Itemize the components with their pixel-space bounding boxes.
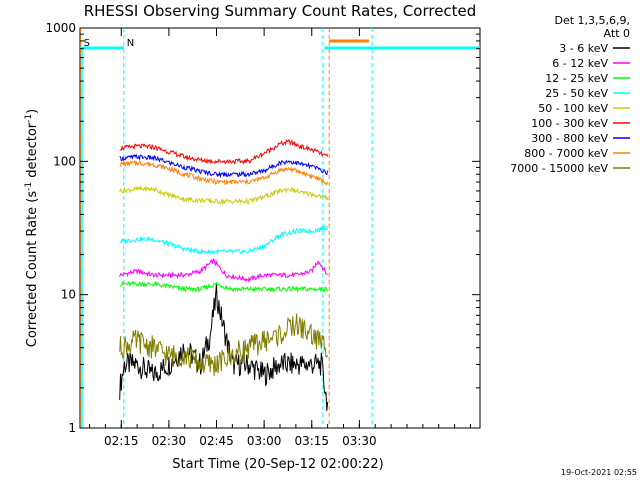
x-tick-label: 02:15	[104, 434, 139, 448]
chart-title: RHESSI Observing Summary Count Rates, Co…	[84, 2, 477, 20]
footer-timestamp: 19-Oct-2021 02:55	[561, 468, 637, 477]
x-tick-label: 03:15	[294, 434, 329, 448]
legend-header-line2: Att 0	[604, 27, 630, 40]
series-line	[119, 258, 328, 283]
x-tick-label: 02:45	[199, 434, 234, 448]
x-axis-label: Start Time (20-Sep-12 02:00:22)	[172, 457, 383, 472]
legend-header-line1: Det 1,3,5,6,9,	[554, 14, 630, 27]
y-tick-label: 1000	[45, 21, 76, 35]
legend-entry-label: 100 - 300 keV	[531, 117, 608, 130]
y-tick-label: 100	[53, 154, 76, 168]
y-axis-label: Corrected Count Rate (s-1 detector-1)	[24, 109, 40, 347]
x-tick-label: 03:30	[342, 434, 377, 448]
series-line	[119, 153, 329, 179]
x-tick-label: 02:30	[152, 434, 187, 448]
annotation-label: N	[127, 38, 134, 49]
series-line	[119, 159, 329, 186]
series-line	[119, 224, 329, 256]
series-line	[119, 283, 329, 411]
legend-entry-label: 3 - 6 keV	[559, 42, 608, 55]
series-line	[119, 185, 329, 206]
legend-entry-label: 25 - 50 keV	[545, 87, 608, 100]
legend-entry-label: 12 - 25 keV	[545, 72, 608, 85]
annotation-label: S	[84, 38, 90, 49]
x-tick-label: 03:00	[247, 434, 282, 448]
y-tick-label: 10	[61, 288, 76, 302]
plot-area: S N 02:15 02:30 02:45 03:00 03:15 03:30 1 10 100 10…	[45, 21, 481, 448]
series-line	[119, 139, 329, 166]
legend-entry-label: 6 - 12 keV	[552, 57, 608, 70]
series-line	[119, 280, 328, 293]
legend: Det 1,3,5,6,9, Att 0 3 - 6 keV 6 - 12 keV…	[510, 14, 630, 175]
legend-entry-label: 300 - 800 keV	[531, 132, 608, 145]
legend-entry-label: 7000 - 15000 keV	[510, 162, 608, 175]
y-tick-label: 1	[68, 421, 76, 435]
series-line	[119, 313, 329, 377]
legend-entry-label: 50 - 100 keV	[538, 102, 608, 115]
legend-entry-label: 800 - 7000 keV	[524, 147, 608, 160]
